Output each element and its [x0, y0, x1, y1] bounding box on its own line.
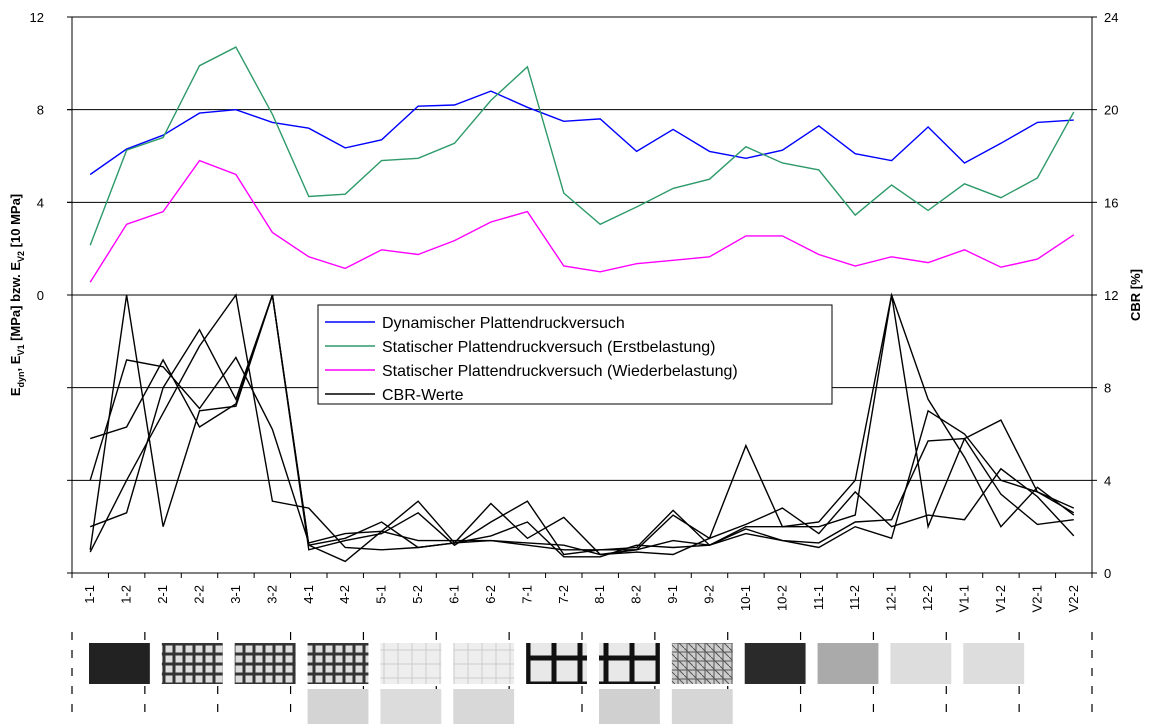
x-tick-label: 4-1 [301, 585, 316, 604]
sample-image [890, 643, 952, 684]
y-tick-label: 8 [37, 103, 44, 118]
y2-tick-label: 4 [1104, 473, 1111, 488]
x-tick-label: 6-2 [483, 585, 498, 604]
x-tick-label: 2-1 [155, 585, 170, 604]
y-axis-label-part: E [8, 387, 23, 396]
series-line [89, 159, 1075, 283]
y-axis-label-part: , E [8, 355, 23, 371]
x-tick-label: 7-1 [519, 585, 534, 604]
series-line [89, 46, 1075, 246]
legend-box [317, 304, 833, 405]
y2-tick-label: 24 [1104, 10, 1118, 25]
sample-image [599, 689, 660, 724]
sample-image [526, 643, 587, 684]
x-tick-label: 11-1 [811, 585, 826, 610]
y-tick-label: 12 [30, 10, 44, 25]
x-tick-label: 12-1 [884, 585, 899, 611]
sample-image [307, 689, 369, 724]
series-line [89, 292, 1075, 563]
x-tick-label: 1-2 [119, 585, 134, 604]
sample-image [744, 643, 806, 684]
x-tick-label: 9-1 [665, 585, 680, 604]
x-tick-label: 4-2 [337, 585, 352, 604]
y-axis-label: Edyn, EV1 [MPa] bzw. EV2 [10 MPa] [8, 194, 26, 396]
y-axis-label-part: V2 [16, 251, 26, 262]
y-axis-label-part: [MPa] bzw. E [8, 262, 23, 345]
x-tick-label: 5-1 [374, 585, 389, 604]
sample-image [307, 643, 369, 684]
sample-image [671, 643, 733, 684]
y2-tick-label: 20 [1104, 103, 1118, 118]
sample-image [89, 643, 150, 684]
series-line [89, 293, 1075, 558]
x-tick-label: 5-2 [410, 585, 425, 604]
legend-label: Statischer Plattendruckversuch (Wiederbe… [382, 363, 738, 380]
y-axis-label-part: [10 MPa] [8, 194, 23, 251]
x-tick-label: V2-1 [1029, 585, 1044, 612]
x-tick-label: 6-1 [447, 585, 462, 604]
y2-tick-label: 16 [1104, 195, 1118, 210]
x-tick-label: V1-1 [957, 585, 972, 612]
sample-image [817, 643, 879, 684]
x-tick-label: V1-2 [993, 585, 1008, 612]
series-line [89, 90, 1074, 176]
series-line [89, 294, 1074, 556]
x-tick-label: 10-2 [774, 585, 789, 611]
sample-image [161, 643, 223, 684]
sample-images [71, 632, 1093, 724]
legend-label: Dynamischer Plattendruckversuch [382, 315, 625, 332]
x-tick-label: 12-2 [920, 585, 935, 611]
sample-image [963, 643, 1025, 684]
legend: Dynamischer Plattendruckversuch Statische… [317, 304, 833, 405]
y-axis-label-part: dyn [16, 371, 26, 387]
x-tick-label: 11-2 [847, 585, 862, 610]
sample-image [234, 643, 296, 684]
x-tick-label: 8-2 [629, 585, 644, 604]
sample-image [453, 689, 515, 724]
y2-axis-label: CBR [%] [1128, 269, 1143, 321]
legend-label: Statischer Plattendruckversuch (Erstbela… [382, 339, 715, 356]
y-axis-label-part: V1 [16, 345, 26, 356]
x-tick-label: V2-2 [1066, 585, 1081, 612]
legend-label: CBR-Werte [382, 387, 464, 404]
x-tick-label: 10-1 [738, 585, 753, 611]
y-tick-label: 0 [37, 288, 44, 303]
y2-tick-label: 0 [1104, 566, 1111, 581]
x-tick-label: 9-2 [702, 585, 717, 604]
y2-tick-label: 12 [1104, 288, 1118, 303]
sample-image [599, 643, 660, 684]
x-tick-label: 3-2 [264, 585, 279, 604]
x-tick-label: 2-2 [192, 585, 207, 604]
x-tick-label: 1-1 [82, 585, 97, 604]
sample-image [380, 689, 442, 724]
y-tick-label: 4 [37, 195, 44, 210]
sample-image [671, 689, 733, 724]
x-tick-label: 3-1 [228, 585, 243, 604]
x-tick-label: 8-1 [592, 585, 607, 604]
sample-image [453, 643, 515, 684]
y2-tick-label: 8 [1104, 381, 1111, 396]
series-line [89, 356, 1075, 556]
x-tick-label: 7-2 [556, 585, 571, 604]
sample-image [380, 643, 442, 684]
